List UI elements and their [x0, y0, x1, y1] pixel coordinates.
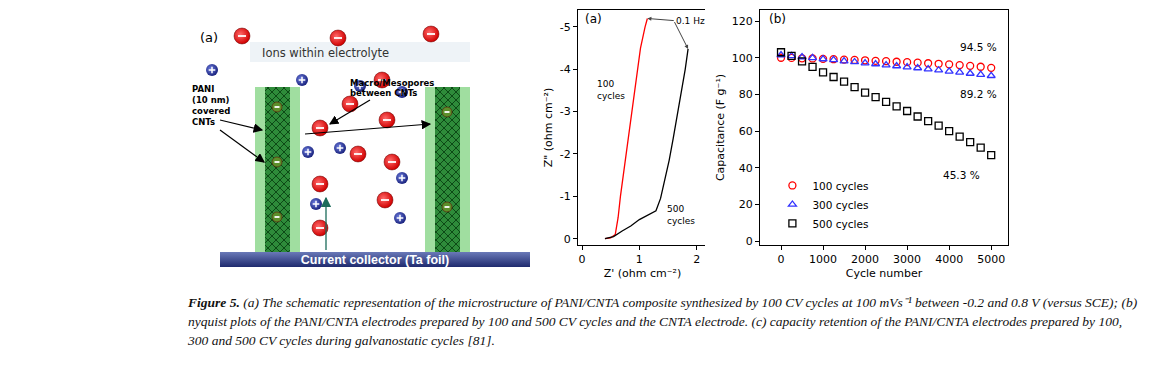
svg-text:89.2 %: 89.2 %: [960, 88, 997, 100]
svg-text:-2: -2: [560, 148, 571, 161]
svg-text:0: 0: [579, 253, 586, 266]
svg-text:Ions within electrolyte: Ions within electrolyte: [262, 46, 389, 60]
html-text:Figure 5. (a) The schematic re: Figure 5. (a) The schematic representati…: [188, 295, 1138, 348]
svg-text:1000: 1000: [809, 253, 837, 266]
svg-text:0.1 Hz: 0.1 Hz: [676, 16, 705, 26]
svg-text:80: 80: [739, 88, 753, 101]
svg-text:Current collector (Ta foil): Current collector (Ta foil): [301, 253, 449, 267]
svg-text:40: 40: [739, 162, 753, 175]
svg-text:2000: 2000: [851, 253, 879, 266]
svg-text:3000: 3000: [893, 253, 921, 266]
svg-text:(a): (a): [200, 30, 218, 45]
svg-text:covered: covered: [192, 106, 230, 116]
svg-text:2: 2: [693, 253, 700, 266]
svg-text:Z" (ohm cm⁻²): Z" (ohm cm⁻²): [542, 88, 555, 168]
svg-text:(b): (b): [769, 12, 786, 26]
svg-text:500 cycles: 500 cycles: [812, 218, 868, 230]
svg-text:300 cycles: 300 cycles: [812, 199, 868, 211]
svg-text:500cycles: 500cycles: [667, 204, 695, 226]
svg-text:Capacitance (F g⁻¹): Capacitance (F g⁻¹): [714, 74, 727, 181]
svg-text:20: 20: [739, 198, 753, 211]
svg-text:PANI: PANI: [192, 84, 214, 94]
svg-text:1: 1: [636, 253, 643, 266]
svg-text:Z' (ohm cm⁻²): Z' (ohm cm⁻²): [604, 267, 682, 280]
svg-text:60: 60: [739, 125, 753, 138]
svg-text:-4: -4: [560, 63, 571, 76]
svg-text:(a): (a): [585, 12, 602, 26]
svg-text:0: 0: [564, 233, 571, 246]
svg-text:100cycles: 100cycles: [597, 79, 625, 101]
svg-text:-1: -1: [560, 190, 571, 203]
svg-text:Cycle number: Cycle number: [846, 267, 923, 280]
svg-text:CNTs: CNTs: [192, 117, 215, 127]
svg-text:100: 100: [732, 52, 753, 65]
svg-text:between CNTs: between CNTs: [350, 88, 417, 98]
svg-text:0: 0: [746, 235, 753, 248]
svg-text:45.3 %: 45.3 %: [943, 169, 980, 181]
svg-text:5000: 5000: [977, 253, 1005, 266]
svg-text:(10 nm): (10 nm): [192, 95, 230, 105]
svg-text:94.5 %: 94.5 %: [960, 41, 997, 53]
svg-text:100 cycles: 100 cycles: [812, 180, 868, 192]
svg-text:-5: -5: [560, 21, 571, 34]
svg-text:0: 0: [778, 253, 785, 266]
svg-text:4000: 4000: [935, 253, 963, 266]
svg-text:120: 120: [732, 15, 753, 28]
svg-text:-3: -3: [560, 105, 571, 118]
svg-text:Macro/Mesopores: Macro/Mesopores: [350, 78, 434, 88]
